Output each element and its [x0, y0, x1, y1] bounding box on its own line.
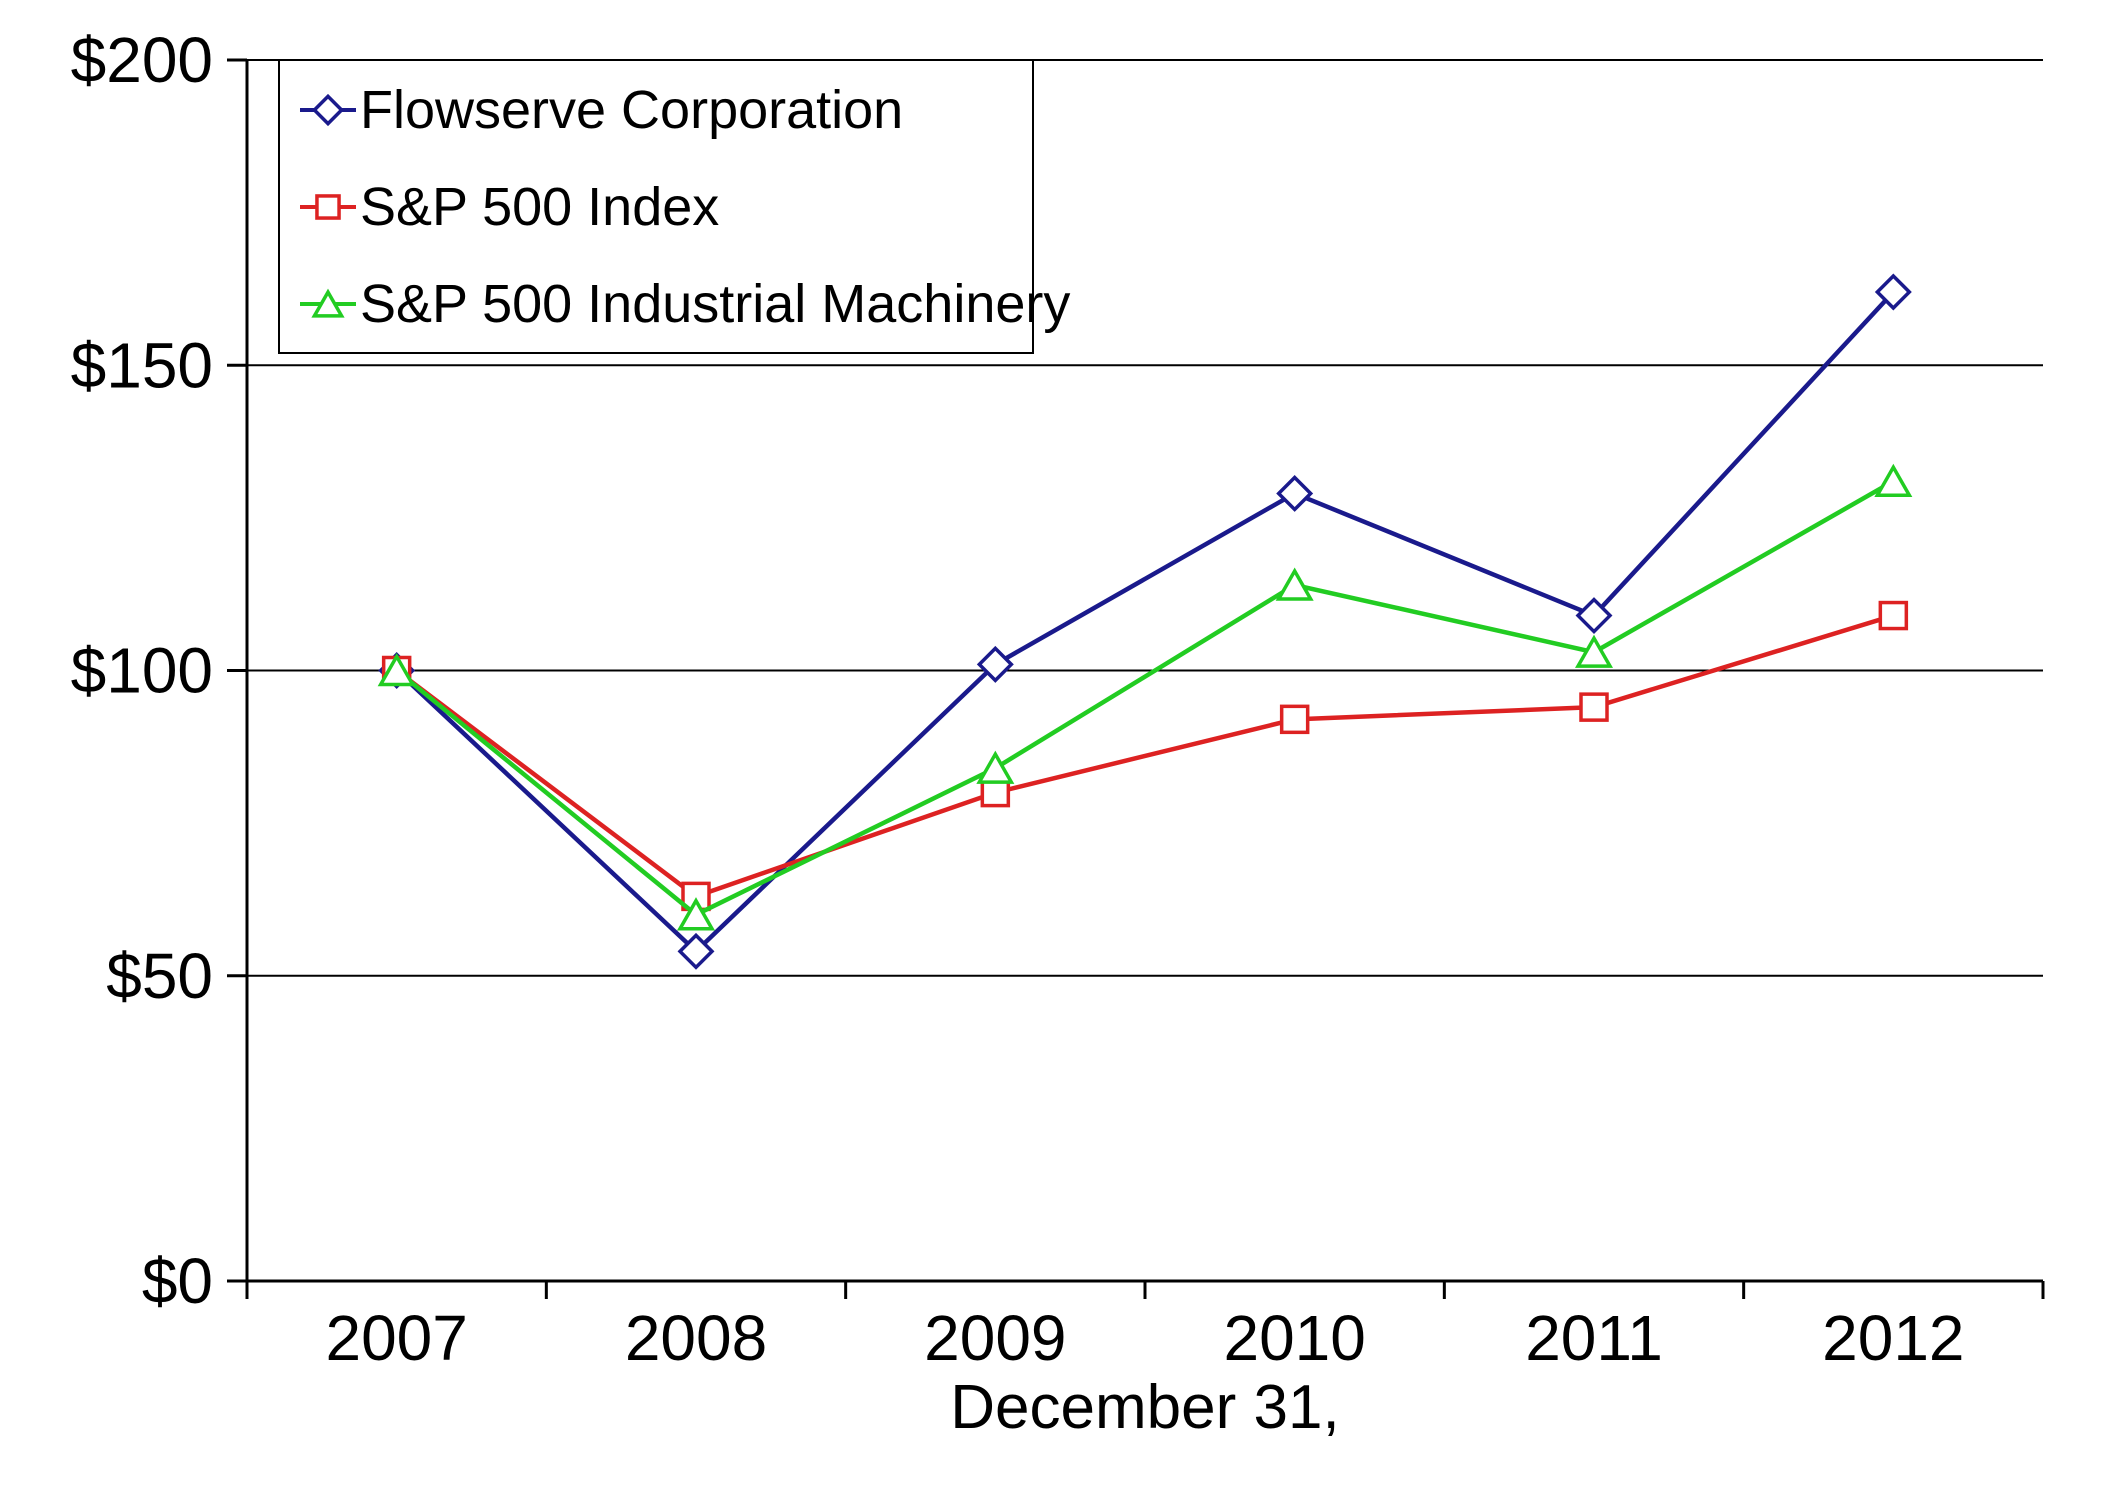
- legend-key-marker: [311, 288, 345, 318]
- y-tick-label-$50: $50: [106, 940, 213, 1012]
- y-tick-label-$100: $100: [71, 635, 213, 707]
- chart-legend: Flowserve Corporation S&P 500 Index S&P …: [278, 59, 1070, 354]
- series-0: [378, 273, 1912, 970]
- series-1: [381, 600, 1909, 912]
- data-point-0-2009: [976, 645, 1014, 683]
- data-point-2-2009: [976, 750, 1015, 784]
- y-tick-label-$0: $0: [142, 1245, 213, 1317]
- data-point-1-2011: [1579, 692, 1609, 722]
- series-line-1: [395, 613, 1894, 899]
- series-line-0: [395, 290, 1895, 955]
- data-point-0-2010: [1276, 474, 1314, 512]
- legend-key-marker: [315, 193, 341, 220]
- legend-label: S&P 500 Industrial Machinery: [360, 273, 1071, 334]
- x-tick-label-2007: 2007: [325, 1302, 467, 1374]
- data-point-1-2009: [980, 777, 1011, 808]
- data-point-1-2010: [1279, 704, 1310, 735]
- series-line-2: [395, 479, 1895, 918]
- legend-item-sp500: S&P 500 Index: [300, 180, 1032, 234]
- sp500-line-marker-icon: [300, 193, 356, 220]
- y-tick-label-$150: $150: [71, 329, 213, 401]
- data-point-0-2012: [1874, 273, 1912, 311]
- data-point-2-2011: [1574, 634, 1614, 668]
- legend-item-industrial-machinery: S&P 500 Industrial Machinery: [300, 277, 1070, 331]
- data-point-1-2012: [1878, 600, 1909, 631]
- flowserve-line-marker-icon: [300, 93, 356, 126]
- data-point-2-2010: [1275, 567, 1314, 601]
- x-axis-title: December 31,: [950, 1373, 1340, 1442]
- data-point-2-2012: [1874, 463, 1913, 497]
- x-tick-label-2011: 2011: [1525, 1302, 1663, 1374]
- series-2: [377, 463, 1913, 931]
- x-tick-label-2010: 2010: [1223, 1302, 1365, 1374]
- x-tick-label-2012: 2012: [1822, 1302, 1964, 1374]
- legend-label: S&P 500 Index: [360, 176, 720, 237]
- x-tick-label-2008: 2008: [625, 1302, 767, 1374]
- data-point-0-2011: [1575, 597, 1613, 635]
- y-tick-label-$200: $200: [71, 24, 213, 96]
- data-point-2-2007: [377, 652, 416, 687]
- legend-label: Flowserve Corporation: [360, 79, 904, 140]
- data-point-2-2008: [676, 897, 716, 931]
- industrial-machinery-line-marker-icon: [300, 288, 356, 318]
- legend-item-flowserve: Flowserve Corporation: [300, 83, 1032, 137]
- data-point-0-2008: [677, 932, 715, 970]
- legend-key-marker: [311, 93, 345, 126]
- x-tick-label-2009: 2009: [924, 1302, 1066, 1374]
